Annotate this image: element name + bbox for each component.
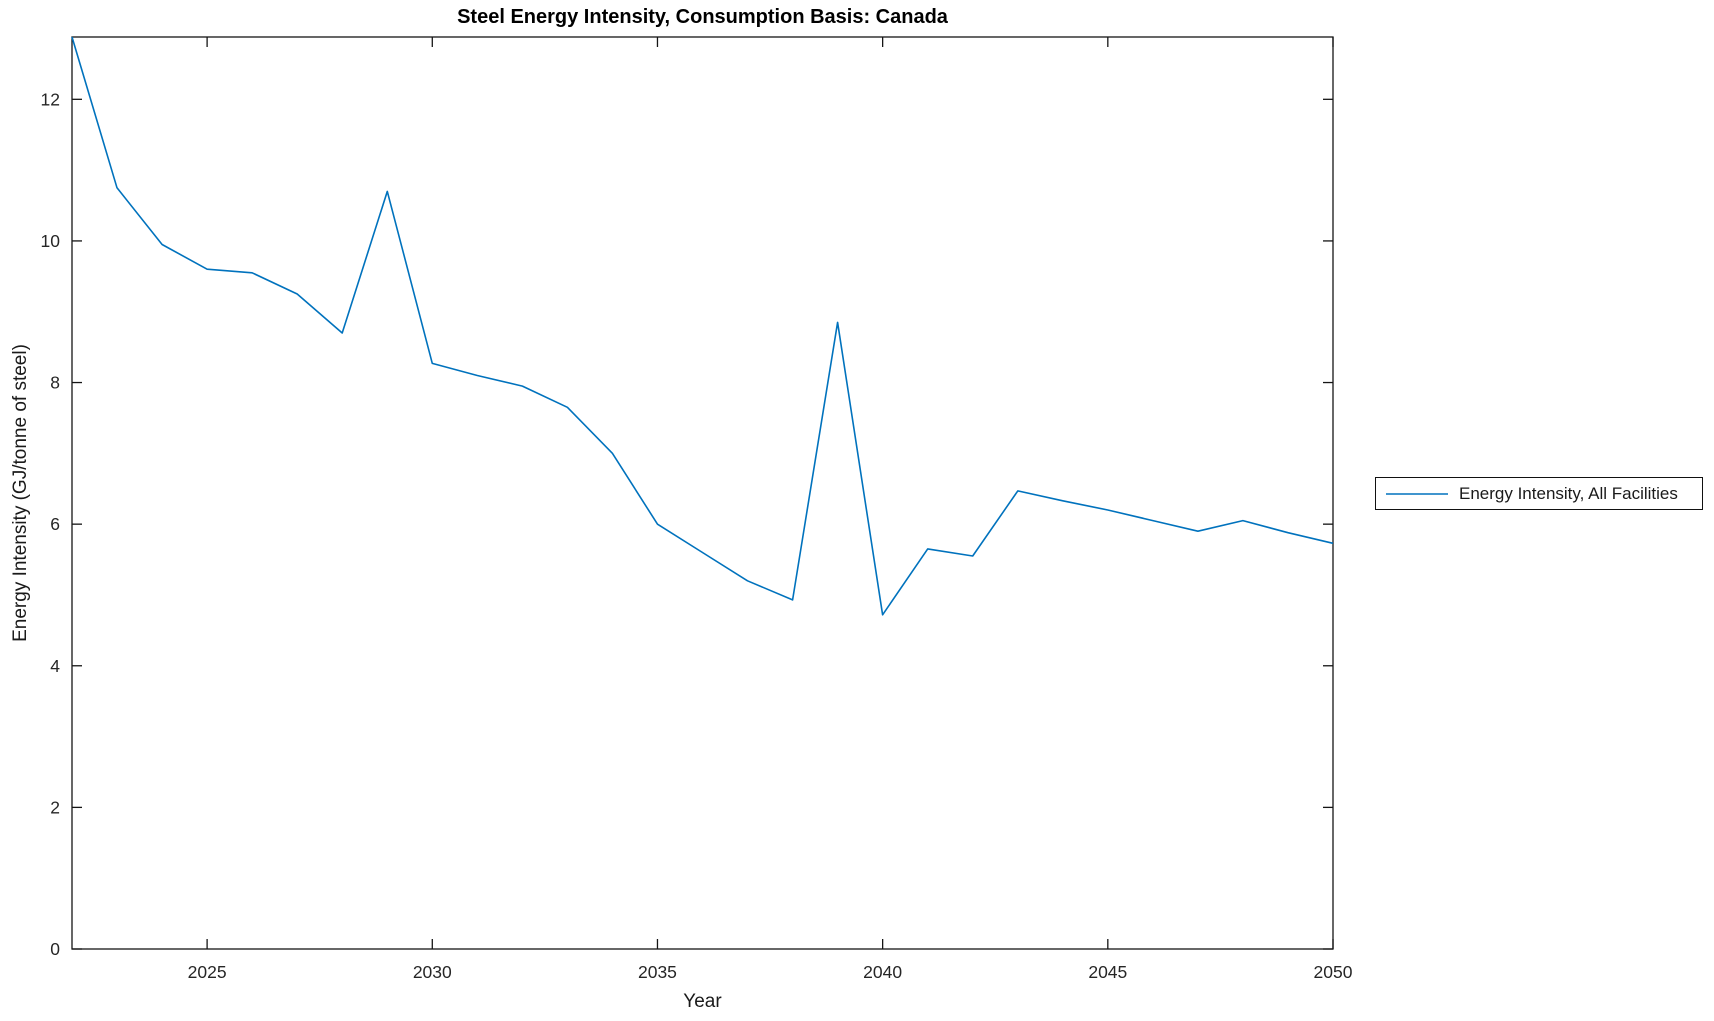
x-axis-label: Year bbox=[683, 991, 722, 1012]
x-tick-label: 2050 bbox=[1314, 962, 1353, 982]
x-tick-label: 2025 bbox=[188, 962, 227, 982]
y-tick-label: 0 bbox=[50, 939, 60, 959]
axes-box bbox=[71, 36, 1334, 950]
y-tick-label: 4 bbox=[50, 656, 60, 676]
y-tick-label: 8 bbox=[50, 373, 60, 393]
legend: Energy Intensity, All Facilities bbox=[1375, 477, 1703, 510]
y-tick-label: 12 bbox=[41, 89, 60, 109]
chart-title: Steel Energy Intensity, Consumption Basi… bbox=[457, 6, 948, 28]
y-tick-label: 2 bbox=[50, 797, 60, 817]
x-tick-label: 2035 bbox=[638, 962, 677, 982]
y-tick-label: 6 bbox=[50, 514, 60, 534]
x-tick-label: 2045 bbox=[1088, 962, 1127, 982]
x-tick-label: 2040 bbox=[863, 962, 902, 982]
y-tick-label: 10 bbox=[41, 231, 61, 251]
legend-line-sample bbox=[1386, 492, 1448, 495]
series-line bbox=[71, 36, 1334, 616]
y-axis-label: Energy Intensity (GJ/tonne of steel) bbox=[10, 344, 31, 642]
legend-label: Energy Intensity, All Facilities bbox=[1459, 483, 1678, 503]
x-tick-label: 2030 bbox=[413, 962, 452, 982]
